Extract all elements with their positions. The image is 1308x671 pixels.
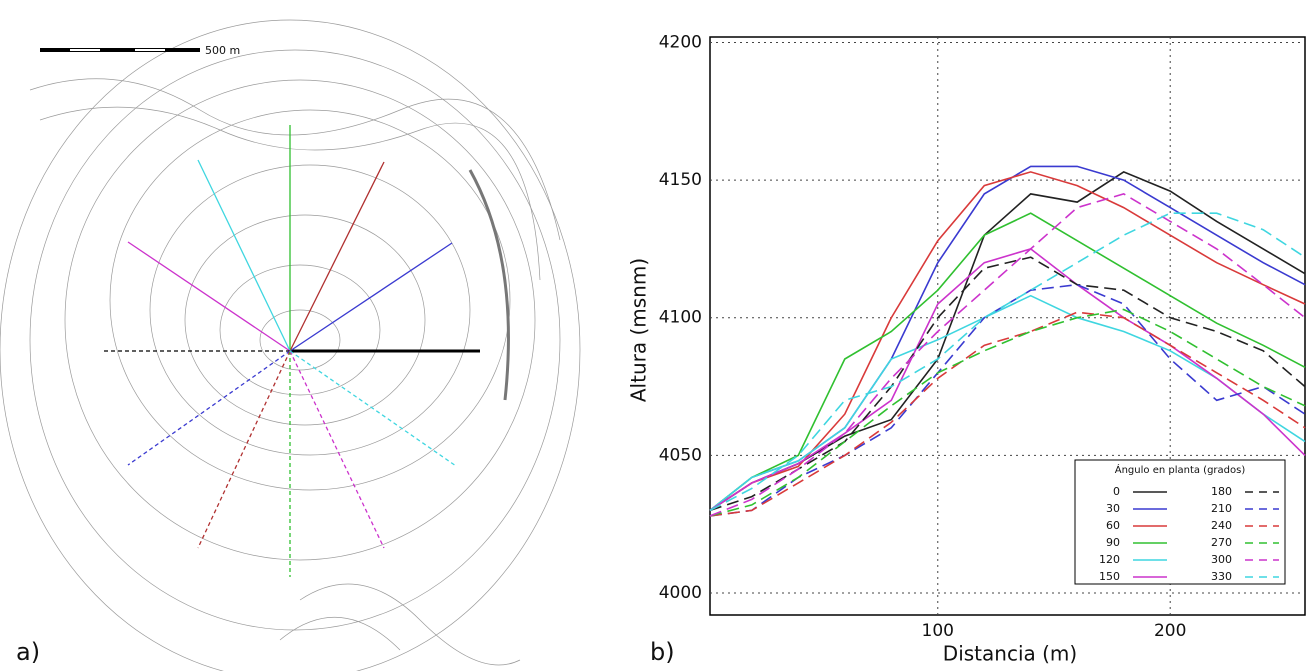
y-tick-label: 4100: [659, 308, 702, 328]
scale-label: 500 m: [205, 44, 240, 57]
contours: [0, 19, 581, 671]
x-tick-label: 100: [922, 621, 954, 641]
y-tick-label: 4000: [659, 583, 702, 603]
legend-label: 90: [1106, 536, 1120, 549]
legend-label: 120: [1099, 553, 1120, 566]
profile-lines: [103, 125, 480, 577]
legend-label: 60: [1106, 519, 1120, 532]
series-line: [709, 308, 1306, 517]
series-line: [709, 311, 1306, 517]
legend-title: Ángulo en planta (grados): [1115, 463, 1246, 476]
legend-label: 0: [1113, 485, 1120, 498]
panel-label: a): [16, 638, 40, 666]
series-line: [709, 256, 1306, 512]
legend-label: 150: [1099, 570, 1120, 583]
legend-label: 240: [1211, 519, 1232, 532]
series-line: [709, 248, 1306, 512]
series-line: [709, 212, 1306, 512]
legend-label: 30: [1106, 502, 1120, 515]
y-tick-label: 4150: [659, 170, 702, 190]
panel-label: b): [650, 638, 675, 666]
legend-label: 210: [1211, 502, 1232, 515]
series-line: [709, 212, 1306, 512]
legend-box: [1074, 459, 1286, 585]
y-axis-label: Altura (msnm): [627, 258, 651, 402]
series-line: [709, 283, 1306, 517]
topographic-map: 500 m a): [0, 10, 610, 671]
series-line: [709, 193, 1306, 517]
legend-label: 330: [1211, 570, 1232, 583]
plot-frame: [709, 36, 1306, 616]
line-chart: b) Distancia (m) Altura (msnm): [627, 36, 1306, 666]
y-tick-label: 4200: [659, 33, 702, 53]
legend-label: 270: [1211, 536, 1232, 549]
legend-label: 300: [1211, 553, 1232, 566]
legend-label: 180: [1211, 485, 1232, 498]
x-tick-label: 200: [1154, 621, 1186, 641]
x-axis-label: Distancia (m): [943, 642, 1077, 666]
y-tick-label: 4050: [659, 445, 702, 465]
